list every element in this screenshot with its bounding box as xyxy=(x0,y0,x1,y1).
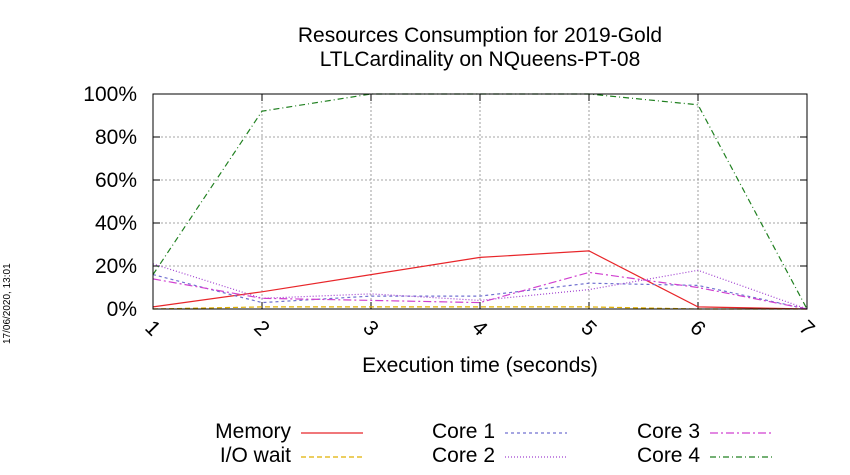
x-tick-label: 5 xyxy=(576,316,601,341)
y-tick-label: 80% xyxy=(95,126,137,149)
y-tick-label: 0% xyxy=(107,298,137,321)
legend-swatch xyxy=(710,432,772,434)
x-axis-label: Execution time (seconds) xyxy=(362,354,598,377)
series-line-core-2 xyxy=(152,263,808,310)
grid-lines xyxy=(153,94,807,309)
legend-item: Core 4 xyxy=(472,444,772,468)
x-tick-label: 2 xyxy=(249,316,274,341)
chart-subtitle: LTLCardinality on NQueens-PT-08 xyxy=(320,48,641,71)
chart-title: Resources Consumption for 2019-Gold xyxy=(298,24,662,47)
y-tick-label: 20% xyxy=(95,255,137,278)
legend-item: Core 1 xyxy=(267,420,567,444)
series-line-core-4 xyxy=(152,93,808,310)
series-line-memory xyxy=(152,250,808,310)
timestamp-text: 17/06/2020, 13:01 xyxy=(2,263,13,344)
legend-item: Core 2 xyxy=(267,444,567,468)
legend-swatch xyxy=(301,432,363,434)
legend-item: I/O wait xyxy=(63,444,363,468)
legend-label: Memory xyxy=(215,420,291,443)
legend: Memory I/O wait Core 1 Core 2 Core 3 Core 4 xyxy=(0,420,850,475)
legend-item: Memory xyxy=(63,420,363,444)
plot-frame xyxy=(152,93,808,310)
series-line-core-3 xyxy=(152,271,808,310)
series-line-core-1 xyxy=(152,274,808,310)
x-tick-label: 6 xyxy=(685,316,710,341)
x-tick-label: 4 xyxy=(467,316,492,341)
legend-label: Core 4 xyxy=(636,444,700,467)
legend-label: Core 2 xyxy=(431,444,495,467)
legend-swatch xyxy=(301,456,363,458)
legend-label: Core 1 xyxy=(431,420,495,443)
x-tick-label: 1 xyxy=(140,316,165,341)
resource-chart: Resources Consumption for 2019-Gold LTLC… xyxy=(83,24,819,377)
x-tick-label: 7 xyxy=(794,316,819,341)
y-tick-label: 100% xyxy=(83,83,137,106)
legend-swatch xyxy=(505,432,567,434)
legend-item: Core 3 xyxy=(472,420,772,444)
legend-label: I/O wait xyxy=(219,444,291,467)
x-tick-label: 3 xyxy=(358,316,383,341)
legend-swatch xyxy=(505,456,567,458)
y-tick-label: 40% xyxy=(95,212,137,235)
legend-swatch xyxy=(710,456,772,458)
y-tick-label: 60% xyxy=(95,169,137,192)
legend-label: Core 3 xyxy=(636,420,700,443)
